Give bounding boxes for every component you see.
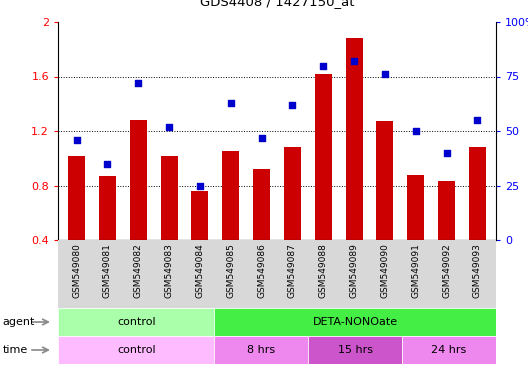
Bar — [58, 308, 214, 336]
Text: time: time — [3, 345, 28, 355]
Text: GSM549085: GSM549085 — [226, 243, 235, 298]
Point — [103, 161, 111, 167]
Bar — [407, 175, 425, 240]
Text: GSM549081: GSM549081 — [103, 243, 112, 298]
Bar — [284, 147, 301, 240]
Point — [72, 137, 81, 143]
Point — [134, 80, 143, 86]
Bar — [253, 169, 270, 240]
Bar — [438, 181, 455, 240]
Point — [196, 182, 204, 189]
Point — [227, 99, 235, 106]
Bar — [469, 147, 486, 240]
Bar — [315, 74, 332, 240]
Text: GSM549083: GSM549083 — [165, 243, 174, 298]
Text: GSM549088: GSM549088 — [319, 243, 328, 298]
Text: 8 hrs: 8 hrs — [247, 345, 276, 355]
Text: agent: agent — [3, 317, 35, 327]
Bar — [376, 121, 393, 240]
Text: GSM549082: GSM549082 — [134, 243, 143, 298]
Bar — [308, 336, 402, 364]
Point — [350, 58, 359, 64]
Text: GSM549080: GSM549080 — [72, 243, 81, 298]
Text: 15 hrs: 15 hrs — [338, 345, 373, 355]
Bar — [58, 336, 214, 364]
Text: 24 hrs: 24 hrs — [431, 345, 467, 355]
Point — [319, 63, 327, 69]
Text: GSM549086: GSM549086 — [257, 243, 266, 298]
Bar — [161, 156, 177, 240]
Text: GSM549090: GSM549090 — [381, 243, 390, 298]
Text: DETA-NONOate: DETA-NONOate — [313, 317, 398, 327]
Text: GSM549087: GSM549087 — [288, 243, 297, 298]
Text: GSM549093: GSM549093 — [473, 243, 482, 298]
Point — [165, 124, 173, 130]
Point — [381, 71, 389, 78]
Text: control: control — [117, 317, 156, 327]
Point — [257, 134, 266, 141]
Text: GSM549084: GSM549084 — [195, 243, 204, 298]
Point — [288, 102, 297, 108]
Bar — [130, 120, 147, 240]
Bar — [192, 191, 209, 240]
Text: GDS4408 / 1427150_at: GDS4408 / 1427150_at — [200, 0, 354, 8]
Point — [473, 117, 482, 123]
Text: GSM549092: GSM549092 — [442, 243, 451, 298]
Bar — [99, 176, 116, 240]
Bar — [214, 336, 308, 364]
Text: control: control — [117, 345, 156, 355]
Point — [442, 150, 451, 156]
Bar — [402, 336, 496, 364]
Bar — [214, 308, 496, 336]
Bar — [68, 156, 85, 240]
Bar — [346, 38, 363, 240]
Bar — [222, 151, 239, 240]
Point — [412, 128, 420, 134]
Text: GSM549089: GSM549089 — [350, 243, 359, 298]
Text: GSM549091: GSM549091 — [411, 243, 420, 298]
